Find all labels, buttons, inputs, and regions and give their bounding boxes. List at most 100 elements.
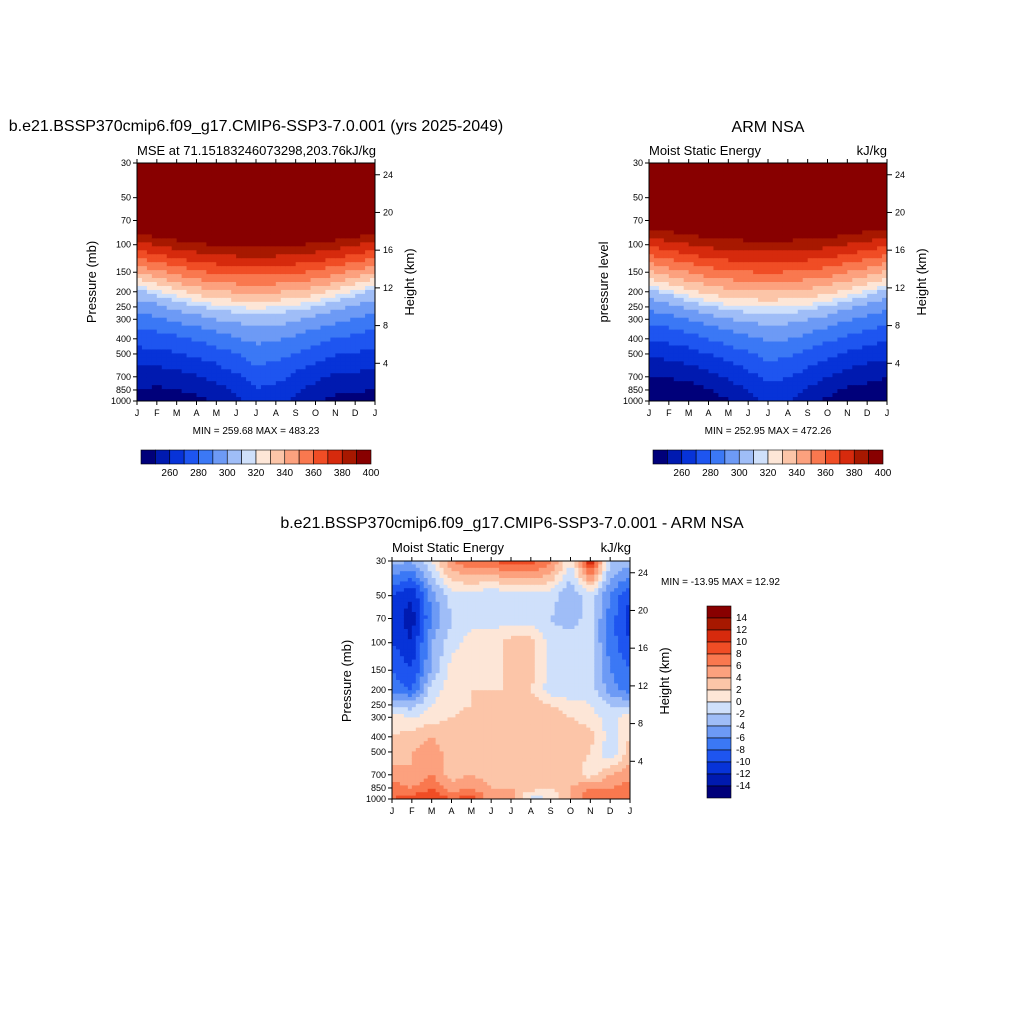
model-cell xyxy=(246,170,252,176)
model-cell xyxy=(166,365,173,370)
model-cell xyxy=(151,325,158,331)
model-cell xyxy=(246,369,252,374)
model-cell xyxy=(226,238,232,243)
model-cell xyxy=(275,329,282,335)
model-cell xyxy=(231,305,237,311)
model-cell xyxy=(246,329,252,335)
obs-cell xyxy=(658,301,665,307)
obs-cell xyxy=(653,206,660,212)
model-cell xyxy=(285,198,292,204)
obs-cell xyxy=(738,329,744,335)
model-cell xyxy=(161,230,168,235)
obs-cell xyxy=(688,278,695,283)
obs-cell xyxy=(777,166,784,172)
obs-cell xyxy=(763,210,769,216)
obs-cell xyxy=(663,321,670,327)
model-cell xyxy=(265,345,272,351)
model-cell xyxy=(256,206,262,212)
obs-cell xyxy=(733,218,739,224)
model-cell xyxy=(295,309,302,315)
obs-cell xyxy=(758,313,764,319)
model-cell xyxy=(251,361,257,366)
obs-cell xyxy=(772,258,779,263)
model-cell xyxy=(285,313,292,319)
model-cell xyxy=(285,222,292,228)
obs-cell xyxy=(792,317,799,323)
model-cell xyxy=(137,333,143,339)
model-cell xyxy=(330,230,336,235)
model-cell xyxy=(370,309,375,315)
obs-cell xyxy=(698,357,705,362)
model-cell xyxy=(340,166,346,172)
model-cell xyxy=(370,210,375,216)
model-cell xyxy=(300,186,307,192)
model-cell xyxy=(221,198,227,204)
obs-cell xyxy=(763,178,769,184)
model-cell xyxy=(161,278,168,283)
model-cell xyxy=(260,289,267,295)
model-cell xyxy=(295,329,302,335)
obs-cell xyxy=(758,214,764,220)
obs-cell xyxy=(807,365,814,370)
obs-cell xyxy=(753,329,759,335)
obs-cell xyxy=(653,214,660,220)
model-cell xyxy=(236,163,242,168)
model-cell xyxy=(156,293,163,299)
model-cell xyxy=(246,174,252,180)
model-cell xyxy=(270,293,277,299)
obs-cell xyxy=(688,293,695,299)
obs-cell xyxy=(782,182,789,188)
obs-cell xyxy=(668,397,675,401)
model-cell xyxy=(270,341,277,347)
model-cell xyxy=(345,178,351,184)
obs-cell xyxy=(743,190,749,196)
obs-cell xyxy=(713,289,720,295)
model-cell xyxy=(370,393,375,398)
obs-cell xyxy=(658,254,665,259)
model-cell xyxy=(166,262,173,267)
model-cell xyxy=(340,186,346,192)
model-cell xyxy=(201,349,208,354)
model-cell xyxy=(211,250,217,255)
obs-cell xyxy=(673,198,680,204)
model-cell xyxy=(325,238,331,243)
obs-cell xyxy=(718,178,724,184)
model-cell xyxy=(176,301,183,307)
model-cell xyxy=(176,361,183,366)
model-cell xyxy=(171,313,178,319)
model-cell xyxy=(275,373,282,378)
model-cell xyxy=(340,289,346,295)
model-cell xyxy=(251,166,257,172)
obs-cell xyxy=(703,325,710,331)
obs-cell xyxy=(678,333,685,339)
model-cell xyxy=(161,238,168,243)
model-cell xyxy=(320,278,327,283)
obs-cell xyxy=(723,194,729,200)
obs-cell xyxy=(708,178,715,184)
model-cell xyxy=(141,206,148,212)
model-cell xyxy=(241,325,247,331)
model-cell xyxy=(310,317,317,323)
obs-cell xyxy=(772,377,779,382)
model-cell xyxy=(166,166,173,172)
obs-cell xyxy=(763,246,769,251)
model-cell xyxy=(176,190,183,196)
obs-cell xyxy=(713,254,720,259)
obs-cell xyxy=(703,246,710,251)
model-cell xyxy=(236,309,242,315)
model-cell xyxy=(270,278,277,283)
obs-cell xyxy=(743,254,749,259)
model-cell xyxy=(176,234,183,239)
model-cell xyxy=(221,230,227,235)
obs-cell xyxy=(797,262,804,267)
model-cell xyxy=(166,202,173,208)
obs-cell xyxy=(649,210,655,216)
model-cell xyxy=(370,385,375,390)
model-cell xyxy=(251,282,257,287)
obs-cell xyxy=(698,285,705,291)
obs-cell xyxy=(787,381,794,386)
model-cell xyxy=(201,226,208,232)
obs-cell xyxy=(758,182,764,188)
model-cell xyxy=(251,393,257,398)
model-cell xyxy=(320,206,327,212)
